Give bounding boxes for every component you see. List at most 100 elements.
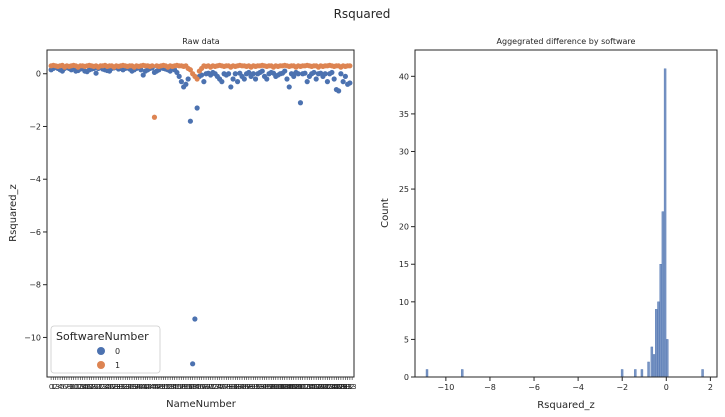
left-xtick-label: 111 xyxy=(294,383,307,391)
scatter-point-series-0 xyxy=(225,71,232,77)
scatter-point-series-0 xyxy=(219,79,225,85)
left-xtick-label: 114 xyxy=(301,383,315,391)
left-xtick-label: 90 xyxy=(249,383,258,391)
right-xlabel: Rsquared_z xyxy=(537,400,595,411)
left-xtick-label: 61 xyxy=(184,383,193,391)
left-xtick-label: 25 xyxy=(103,383,112,391)
scatter-point-series-0 xyxy=(252,76,259,82)
left-xtick-label: 127 xyxy=(330,383,343,391)
left-ylabel: Rsquared_z xyxy=(8,184,19,242)
scatter-point-series-0 xyxy=(241,76,247,82)
left-xtick-label: 86 xyxy=(240,383,249,391)
histogram-bar xyxy=(640,369,644,378)
scatter-point-series-0 xyxy=(313,76,319,82)
histogram-panel: Aggegrated difference by software 0 5 10 15… xyxy=(380,37,718,411)
left-xtick-label: 56 xyxy=(172,383,181,391)
left-xtick-label: 59 xyxy=(179,383,188,391)
right-ytick-label: 5 xyxy=(404,335,409,344)
left-xtick-label: 123 xyxy=(321,383,334,391)
scatter-point-series-0 xyxy=(176,73,182,79)
left-xtick-label: 50 xyxy=(159,383,168,391)
left-xtick-label: 128 xyxy=(332,383,345,391)
scatter-point-series-0 xyxy=(340,79,346,85)
scatter-point-series-1 xyxy=(194,76,200,82)
left-xtick-label: 69 xyxy=(202,383,211,391)
legend-box xyxy=(50,325,161,374)
left-xtick-label: 31 xyxy=(116,383,125,391)
histogram-bar xyxy=(657,301,660,378)
scatter-point-series-0 xyxy=(347,80,353,86)
left-xtick-label: 35 xyxy=(125,383,134,391)
left-xtick-label: 93 xyxy=(256,383,265,391)
right-xtick-label: −10 xyxy=(437,383,454,392)
right-ytick-label: 15 xyxy=(399,260,409,269)
scatter-point-series-0 xyxy=(140,72,146,78)
left-xtick-label: 105 xyxy=(280,383,293,391)
left-xtick-label: 109 xyxy=(289,383,302,391)
left-xtick-label: 44 xyxy=(145,383,154,391)
scatter-point-series-0 xyxy=(183,81,189,87)
legend: SoftwareNumber 0 1 xyxy=(50,325,161,374)
left-xtick-label: 131 xyxy=(339,383,352,391)
left-xtick-label: 74 xyxy=(213,383,222,391)
left-xtick-label: 36 xyxy=(128,383,137,391)
left-xtick-label: 26 xyxy=(105,383,114,391)
left-xtick-label: 16 xyxy=(83,383,92,391)
left-xtick-label: 117 xyxy=(307,383,320,391)
left-xtick-label: 51 xyxy=(161,383,170,391)
left-xtick-label: 102 xyxy=(274,383,287,391)
left-title: Raw data xyxy=(182,37,219,46)
scatter-point-series-0 xyxy=(259,68,265,74)
scatter-point-series-0 xyxy=(194,105,200,111)
left-xtick-label: 21 xyxy=(94,383,103,391)
histogram-bar xyxy=(425,369,429,378)
left-xtick-label: 97 xyxy=(265,383,274,391)
left-xtick-label: 65 xyxy=(193,383,202,391)
left-xtick-label: 81 xyxy=(229,383,238,391)
left-ytick-label: −10 xyxy=(24,333,41,342)
left-xtick-label: 107 xyxy=(285,383,298,391)
left-xtick-label: 73 xyxy=(211,383,220,391)
left-xtick-label: 18 xyxy=(87,383,96,391)
left-xtick-label: 28 xyxy=(110,383,119,391)
right-ytick-label: 30 xyxy=(399,147,409,156)
scatter-point-series-0 xyxy=(284,76,290,82)
left-xtick-label: 52 xyxy=(163,383,172,391)
scatter-point-series-0 xyxy=(187,118,193,124)
histogram-bars xyxy=(425,68,704,378)
scatter-point-series-0 xyxy=(234,79,241,85)
scatter-point-series-0 xyxy=(250,71,256,77)
left-axes-frame xyxy=(46,49,355,378)
left-xtick-label: 4 xyxy=(58,383,63,391)
left-xtick-label: 24 xyxy=(101,383,110,391)
left-xtick-label: 75 xyxy=(215,383,224,391)
scatter-point-series-0 xyxy=(228,84,234,90)
left-xtick-label: 7 xyxy=(65,383,69,391)
left-xtick-label: 84 xyxy=(235,383,244,391)
left-xtick-label: 85 xyxy=(238,383,247,391)
scatter-point-series-0 xyxy=(302,70,308,76)
left-xtick-label: 77 xyxy=(220,383,229,391)
left-points xyxy=(48,62,353,367)
histogram-bar xyxy=(620,369,624,378)
left-xtick-label: 88 xyxy=(244,383,253,391)
right-x-ticks: −10 −8 −6 −4 −2 0 2 xyxy=(437,377,713,392)
histogram-bar xyxy=(701,369,704,378)
left-xtick-label: 95 xyxy=(260,383,269,391)
scatter-point-series-0 xyxy=(295,71,301,77)
left-xtick-label: 14 xyxy=(78,383,87,391)
left-xtick-label: 66 xyxy=(195,383,204,391)
left-xtick-label: 79 xyxy=(224,383,233,391)
right-ylabel: Count xyxy=(380,198,391,228)
scatter-point-series-0 xyxy=(286,84,292,90)
left-xtick-label: 78 xyxy=(222,383,231,391)
left-xtick-label: 20 xyxy=(92,383,101,391)
legend-marker-1 xyxy=(97,361,105,369)
histogram-bar xyxy=(659,264,662,378)
left-xtick-label: 19 xyxy=(89,383,98,391)
left-ytick-label: −2 xyxy=(29,122,41,131)
left-xtick-label: 110 xyxy=(292,383,305,391)
histogram-bar xyxy=(634,369,637,378)
histogram-bar xyxy=(461,369,464,378)
left-xtick-label: 113 xyxy=(298,383,311,391)
